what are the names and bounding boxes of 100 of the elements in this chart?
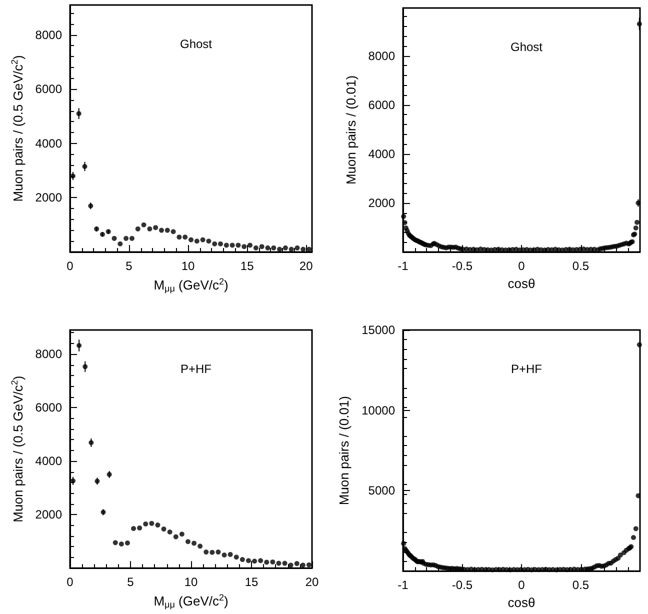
point bbox=[135, 226, 140, 232]
point bbox=[161, 526, 166, 532]
point bbox=[112, 236, 117, 241]
x-tick-label: -0.5 bbox=[452, 578, 473, 592]
point bbox=[192, 540, 197, 546]
point bbox=[76, 343, 82, 348]
y-tick-label: 6000 bbox=[35, 82, 62, 96]
point bbox=[218, 241, 224, 246]
point bbox=[194, 238, 200, 244]
y-tick-label: 10000 bbox=[362, 403, 396, 418]
point bbox=[222, 552, 227, 558]
x-axis-title: cosθ bbox=[508, 276, 536, 291]
point bbox=[76, 111, 82, 116]
point bbox=[294, 561, 300, 566]
point bbox=[158, 228, 164, 233]
point bbox=[288, 562, 294, 568]
x-tick-label: 5 bbox=[127, 575, 134, 590]
point bbox=[288, 246, 294, 252]
y-tick-label: 4000 bbox=[35, 454, 62, 468]
y-tick-label: 8000 bbox=[35, 28, 62, 42]
point bbox=[210, 550, 215, 555]
y-tick-label: 2000 bbox=[368, 196, 396, 210]
point bbox=[216, 550, 221, 555]
point bbox=[141, 222, 146, 228]
y-tick-label: 2000 bbox=[35, 508, 62, 522]
x-tick-label: 0 bbox=[66, 575, 74, 590]
point bbox=[228, 552, 233, 557]
point bbox=[224, 242, 229, 248]
point bbox=[242, 244, 247, 250]
y-tick-label: 4000 bbox=[368, 146, 396, 161]
point bbox=[300, 562, 306, 568]
point bbox=[131, 526, 136, 532]
y-axis-title: Muon pairs / (0.01) bbox=[336, 396, 352, 506]
point bbox=[206, 238, 212, 244]
point bbox=[176, 234, 182, 240]
point bbox=[212, 241, 218, 246]
point bbox=[234, 554, 239, 560]
text: P+HF bbox=[180, 362, 212, 376]
x-tick-label: 0.5 bbox=[572, 578, 590, 592]
point bbox=[118, 241, 123, 246]
point bbox=[88, 440, 94, 446]
point bbox=[198, 544, 203, 549]
x-tick-label: -1 bbox=[398, 259, 409, 273]
point bbox=[271, 245, 276, 250]
point bbox=[129, 236, 134, 241]
point bbox=[276, 560, 282, 566]
point bbox=[230, 242, 235, 248]
x-tick-label: 20 bbox=[299, 259, 314, 273]
x-tick-label: 15 bbox=[244, 575, 258, 590]
point bbox=[270, 559, 276, 564]
point bbox=[253, 245, 258, 250]
point bbox=[82, 164, 88, 169]
point bbox=[137, 525, 142, 530]
point bbox=[188, 237, 194, 242]
text: Ghost bbox=[180, 37, 213, 51]
point bbox=[265, 245, 270, 250]
y-tick-label: 15000 bbox=[362, 323, 396, 337]
x-tick-label: 0 bbox=[66, 259, 74, 273]
point bbox=[82, 364, 88, 370]
point bbox=[259, 244, 264, 250]
point bbox=[149, 520, 154, 526]
y-axis-title: Muon pairs / (0.01) bbox=[343, 75, 358, 185]
x-tick-label: 0 bbox=[518, 578, 526, 592]
point bbox=[277, 246, 282, 252]
point bbox=[124, 236, 129, 241]
x-tick-label: 10 bbox=[184, 575, 198, 590]
y-tick-label: 4000 bbox=[35, 136, 62, 150]
y-tick-label: 5000 bbox=[368, 484, 396, 498]
point bbox=[252, 558, 258, 564]
point bbox=[306, 246, 312, 252]
y-tick-label: 8000 bbox=[368, 48, 396, 63]
point bbox=[200, 237, 206, 242]
point bbox=[170, 229, 176, 234]
x-tick-label: 10 bbox=[181, 259, 196, 273]
x-tick-label: -1 bbox=[398, 578, 409, 592]
x-tick-label: 5 bbox=[126, 259, 133, 273]
point bbox=[300, 246, 306, 252]
point bbox=[118, 542, 124, 547]
x-tick-label: -0.5 bbox=[452, 259, 473, 273]
point bbox=[112, 540, 118, 546]
point bbox=[143, 521, 148, 526]
point bbox=[248, 242, 253, 248]
point bbox=[236, 242, 241, 248]
x-axis-title: cosθ bbox=[508, 595, 536, 610]
point bbox=[264, 560, 270, 565]
point bbox=[282, 560, 288, 566]
y-tick-label: 2000 bbox=[35, 190, 62, 205]
point bbox=[182, 234, 188, 240]
text: Ghost bbox=[510, 40, 544, 54]
point bbox=[204, 550, 209, 555]
y-axis-title: Muon pairs / (0.5 GeV/c2) bbox=[9, 376, 26, 522]
point bbox=[258, 558, 264, 564]
y-tick-label: 6000 bbox=[35, 400, 62, 415]
x-tick-label: 0.5 bbox=[572, 259, 590, 273]
point bbox=[185, 539, 190, 544]
point bbox=[155, 522, 160, 528]
point bbox=[282, 245, 288, 250]
text: P+HF bbox=[510, 362, 542, 376]
point bbox=[124, 540, 130, 546]
point bbox=[164, 228, 170, 233]
